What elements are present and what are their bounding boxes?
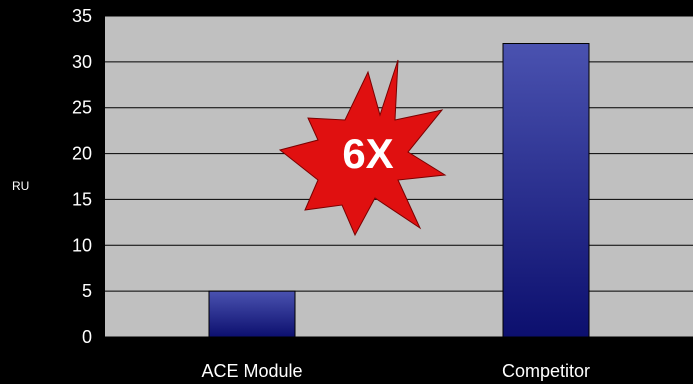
x-category-label: Competitor [502, 361, 590, 381]
y-axis-ticks: 0 5 10 15 20 25 30 35 [72, 6, 92, 347]
x-axis-labels: ACE Module Competitor [201, 361, 590, 381]
bar-competitor [502, 43, 590, 338]
starburst-shape [278, 59, 447, 237]
y-axis-label: RU [12, 179, 29, 193]
y-tick-label: 30 [72, 52, 92, 72]
bars [208, 43, 590, 338]
y-tick-label: 35 [72, 6, 92, 26]
y-tick-label: 10 [72, 235, 92, 255]
y-tick-label: 20 [72, 144, 92, 164]
y-tick-label: 5 [82, 281, 92, 301]
gridlines [105, 15, 693, 338]
starburst-callout: 6X [278, 59, 447, 237]
y-tick-label: 15 [72, 189, 92, 209]
bar-ace-module [208, 290, 296, 338]
y-tick-label: 25 [72, 98, 92, 118]
y-tick-label: 0 [82, 327, 92, 347]
x-category-label: ACE Module [201, 361, 302, 381]
multiplier-label: 6X [342, 130, 393, 177]
